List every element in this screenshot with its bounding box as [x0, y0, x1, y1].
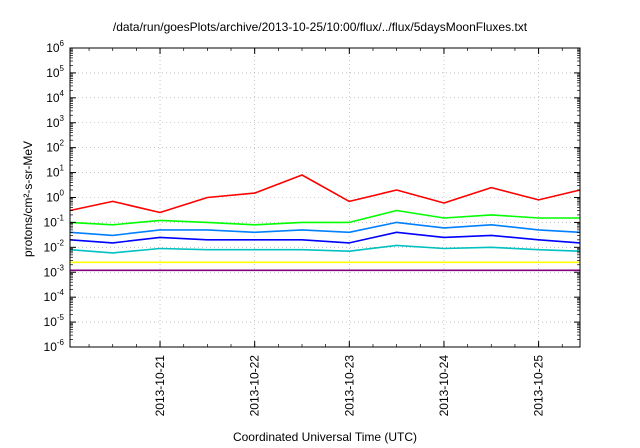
chart-title: /data/run/goesPlots/archive/2013-10-25/1… — [112, 20, 528, 34]
x-axis-label: Coordinated Universal Time (UTC) — [232, 430, 418, 444]
y-tick-label: 104 — [46, 89, 64, 105]
y-tick-label: 102 — [46, 139, 64, 155]
x-tick-label: 2013-10-21 — [153, 355, 167, 417]
series-lines — [69, 174, 581, 272]
series-line — [69, 209, 580, 226]
y-tick-label: 106 — [46, 39, 64, 55]
y-tick-label: 10-2 — [44, 238, 65, 254]
y-tick-label: 101 — [46, 164, 64, 180]
series-line — [69, 244, 581, 254]
y-tick-label: 103 — [46, 114, 64, 130]
y-tick-label: 10-5 — [44, 313, 65, 329]
x-tick-label: 2013-10-23 — [342, 355, 356, 417]
series-line — [69, 174, 581, 214]
axis-ticks: 10-6 10-5 10-4 10-3 10-2 10-1 100 101 102 103 104 1… — [44, 39, 580, 416]
series-line — [69, 231, 581, 244]
y-tick-label: 10-4 — [44, 288, 65, 304]
grid-lines — [70, 48, 580, 347]
y-tick-label: 10-3 — [44, 263, 65, 279]
y-tick-label: 10-6 — [44, 338, 65, 354]
x-tick-label: 2013-10-25 — [532, 355, 546, 417]
y-tick-label: 100 — [46, 189, 64, 205]
x-tick-label: 2013-10-24 — [437, 355, 451, 417]
y-tick-label: 105 — [46, 64, 64, 80]
y-axis-label: protons/cm²-s-sr-MeV — [21, 140, 35, 258]
series-line — [69, 221, 581, 237]
x-tick-label: 2013-10-22 — [248, 355, 262, 417]
y-tick-label: 10-1 — [44, 213, 65, 229]
